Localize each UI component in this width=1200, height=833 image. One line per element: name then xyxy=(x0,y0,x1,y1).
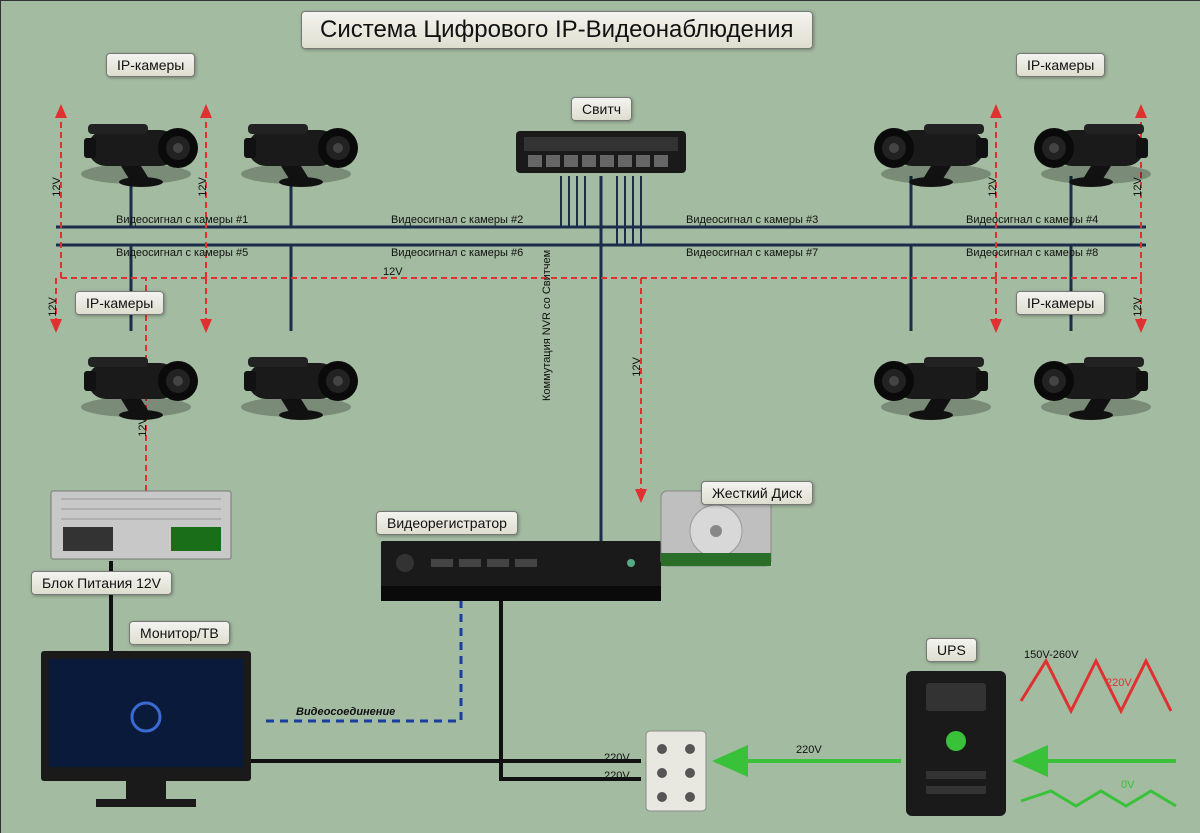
v150-260: 150V-260V xyxy=(1024,649,1078,661)
signal-cam6: Видеосигнал с камеры #6 xyxy=(391,247,523,259)
v12-1: 12V xyxy=(51,177,63,197)
label-ip-cameras-tl: IP-камеры xyxy=(106,53,195,77)
signal-cam2: Видеосигнал с камеры #2 xyxy=(391,214,523,226)
v12-6: 12V xyxy=(1132,297,1144,317)
diagram-canvas: Система Цифрового IP-Видеонаблюдения IP-… xyxy=(0,0,1200,833)
v220-2: 220V xyxy=(604,770,630,782)
label-switch: Свитч xyxy=(571,97,632,121)
label-ip-cameras-br: IP-камеры xyxy=(1016,291,1105,315)
label-ip-cameras-bl: IP-камеры xyxy=(75,291,164,315)
v12-4: 12V xyxy=(1132,177,1144,197)
label-psu: Блок Питания 12V xyxy=(31,571,172,595)
label-nvr: Видеорегистратор xyxy=(376,511,518,535)
v220-1: 220V xyxy=(604,752,630,764)
v220-3: 220V xyxy=(796,744,822,756)
v12-2: 12V xyxy=(197,177,209,197)
signal-cam3: Видеосигнал с камеры #3 xyxy=(686,214,818,226)
v220-red: 220V xyxy=(1106,677,1132,689)
signal-cam1: Видеосигнал с камеры #1 xyxy=(116,214,248,226)
label-ups: UPS xyxy=(926,638,977,662)
v12-psu: 12V xyxy=(137,417,149,437)
signal-cam5: Видеосигнал с камеры #5 xyxy=(116,247,248,259)
label-ip-cameras-tr: IP-камеры xyxy=(1016,53,1105,77)
v0: 0V xyxy=(1121,779,1134,791)
v12-nvr: 12V xyxy=(631,357,643,377)
video-connection-label: Видеосоединение xyxy=(296,706,395,718)
v12-3: 12V xyxy=(987,177,999,197)
diagram-title: Система Цифрового IP-Видеонаблюдения xyxy=(301,11,813,49)
label-monitor: Монитор/ТВ xyxy=(129,621,230,645)
nvr-switch-label: Коммутация NVR со Свитчем xyxy=(541,250,553,401)
label-hdd: Жесткий Диск xyxy=(701,481,813,505)
v12-5: 12V xyxy=(47,297,59,317)
signal-cam8: Видеосигнал с камеры #8 xyxy=(966,247,1098,259)
signal-cam4: Видеосигнал с камеры #4 xyxy=(966,214,1098,226)
signal-cam7: Видеосигнал с камеры #7 xyxy=(686,247,818,259)
v12-rail: 12V xyxy=(383,266,403,278)
